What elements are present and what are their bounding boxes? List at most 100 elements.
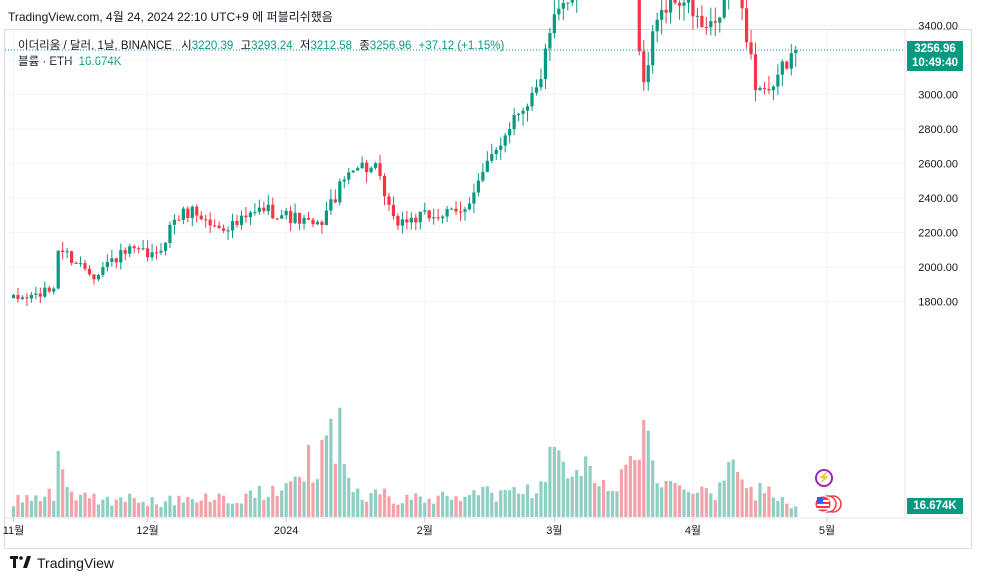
candle-body (561, 2, 565, 9)
volume-bar (539, 481, 543, 517)
volume-bar (230, 503, 235, 517)
candle-body (110, 258, 114, 262)
candle-body (646, 65, 650, 83)
candle-body (391, 204, 396, 217)
volume-bar (686, 492, 691, 517)
volume-bar (373, 489, 378, 517)
candle-body (382, 176, 387, 197)
candle-body (284, 210, 288, 216)
volume-bar (668, 481, 673, 517)
last-price-tag: 3256.96 10:49:40 (907, 41, 963, 72)
volume-bar (771, 497, 775, 517)
volume-bar (168, 495, 172, 517)
volume-bar (87, 498, 92, 517)
candle-body (503, 135, 507, 146)
tradingview-logo[interactable]: TradingView (10, 553, 114, 573)
volume-bar (315, 479, 320, 517)
candle-body (485, 160, 489, 172)
candle-body (673, 0, 677, 3)
candle-body (418, 211, 422, 223)
volume-bar (105, 496, 109, 517)
candle-body (566, 2, 570, 4)
volume-bar (525, 484, 530, 517)
volume-bar (20, 502, 25, 517)
candle-body (163, 243, 168, 251)
volume-bar (432, 503, 436, 517)
volume-bar (351, 492, 355, 517)
candle-body (74, 262, 78, 264)
candle-body (172, 219, 177, 225)
volume-bar (16, 495, 20, 517)
candle-body (463, 209, 467, 212)
candle-body (204, 219, 208, 221)
volume-label[interactable]: 볼륨 · ETH (18, 56, 73, 68)
candle-body (700, 15, 704, 28)
volume-bar (418, 496, 422, 517)
volume-bar (619, 469, 624, 517)
candle-body (472, 192, 476, 204)
volume-bar (378, 494, 382, 517)
candle-body (123, 250, 127, 254)
ohlc-legend: 이더리움 / 달러, 1날, BINANCE 시3220.39 고3293.24… (18, 37, 504, 53)
candle-body (718, 17, 722, 23)
volume-bar (221, 495, 226, 517)
volume-bar (677, 485, 682, 517)
candles (11, 0, 798, 307)
candle-body (373, 163, 378, 168)
chart-frame (4, 29, 972, 549)
volume-bar (369, 493, 373, 517)
publish-title: TradingView.com, 4월 24, 2024 22:10 UTC+9… (8, 10, 333, 24)
volume-bar (749, 487, 753, 517)
volume-bar (409, 499, 413, 517)
candle-body (449, 208, 454, 210)
volume-bar (517, 493, 521, 517)
candle-body (369, 167, 373, 173)
candle-body (221, 228, 226, 231)
candle-body (56, 250, 60, 289)
volume-bar (785, 503, 789, 517)
volume-bar (512, 487, 516, 517)
volume-bar (248, 490, 253, 517)
volume-bar (780, 497, 784, 517)
volume-bar (503, 489, 507, 517)
volume-bar (794, 506, 798, 517)
symbol-label[interactable]: 이더리움 / 달러, 1날, BINANCE (18, 40, 172, 52)
volume-bar (25, 495, 29, 517)
volume-bar (284, 483, 288, 517)
candle-body (61, 250, 65, 252)
candle-body (686, 0, 691, 3)
candle-body (548, 33, 552, 49)
y-tick-label: 2200.00 (918, 228, 958, 240)
candle-body (396, 216, 400, 226)
candle-body (570, 0, 574, 3)
volume-bar (633, 460, 637, 517)
volume-bar (624, 464, 628, 517)
candle-body (190, 206, 194, 218)
volume-bar (405, 494, 409, 517)
volume-bar (239, 503, 244, 517)
candle-body (668, 0, 673, 13)
volume-bar (606, 490, 610, 517)
candle-body (280, 215, 284, 219)
volume-bar (356, 488, 360, 517)
volume-bar (266, 496, 270, 517)
candle-body (557, 8, 561, 15)
candle-body (655, 19, 659, 32)
candle-body (96, 274, 101, 280)
volume-bar (445, 495, 449, 517)
us-flag-events-icon[interactable] (814, 494, 842, 514)
volume-tag: 16.674K (907, 498, 963, 514)
volume-bar (382, 488, 387, 517)
volume-bar (557, 450, 561, 517)
candle-body (427, 210, 431, 219)
candle-body (660, 10, 664, 20)
lightning-bolt-icon[interactable]: ⚡ (815, 469, 833, 487)
candle-body (517, 113, 521, 115)
low-value: 3212.58 (310, 40, 353, 52)
candle-body (199, 215, 203, 220)
candle-body (695, 15, 700, 17)
volume-bar (61, 469, 65, 517)
candle-body (753, 54, 758, 91)
candle-body (713, 21, 717, 23)
